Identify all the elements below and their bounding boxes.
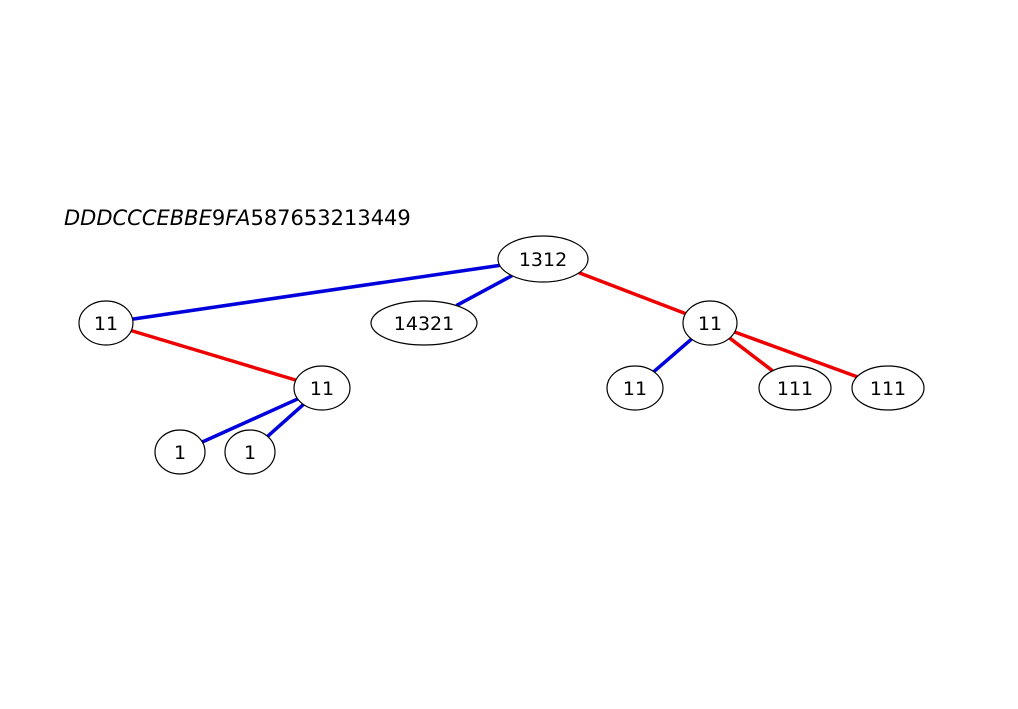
tree-node-root: 1312 — [497, 235, 589, 283]
edge-root-r — [578, 271, 687, 316]
tree-title-tail: 587653213449 — [250, 206, 410, 230]
edge-r-rl — [652, 337, 693, 374]
node-label: 11 — [94, 313, 118, 335]
edge-lr-lrl — [201, 397, 299, 444]
node-label: 11 — [310, 378, 334, 400]
node-ellipse — [851, 365, 925, 411]
node-label: 1312 — [519, 249, 567, 271]
node-label: 11 — [698, 313, 722, 335]
tree-node-m: 14321 — [370, 300, 478, 346]
tree-node-lrr: 1 — [224, 429, 276, 475]
node-ellipse — [370, 300, 478, 346]
tree-node-rl: 11 — [606, 365, 664, 411]
edge-root-m — [455, 274, 513, 308]
tree-node-lrl: 1 — [154, 429, 206, 475]
node-label: 11 — [623, 378, 647, 400]
node-label: 1 — [244, 442, 256, 464]
edge-r-rm — [728, 336, 774, 373]
node-ellipse — [154, 429, 206, 475]
tree-title-italic2: FA — [225, 206, 250, 230]
tree-title-mid: 9 — [212, 206, 225, 230]
tree-node-r: 11 — [682, 300, 738, 346]
node-ellipse — [293, 365, 351, 411]
node-ellipse — [78, 300, 134, 346]
tree-title: DDDCCCEBBE9FA587653213449 — [64, 206, 411, 230]
node-ellipse — [497, 235, 589, 283]
tree-title-italic: DDDCCCEBBE — [64, 206, 213, 230]
edge-lr-lrr — [266, 403, 305, 438]
tree-node-rm: 111 — [758, 365, 832, 411]
edge-r-rr — [734, 330, 858, 379]
tree-node-l: 11 — [78, 300, 134, 346]
edges-layer — [130, 263, 858, 444]
node-ellipse — [224, 429, 276, 475]
edge-l-lr — [130, 328, 297, 382]
node-ellipse — [682, 300, 738, 346]
edge-root-l — [132, 263, 500, 321]
node-label: 111 — [777, 378, 813, 400]
node-label: 111 — [870, 378, 906, 400]
tree-node-lr: 11 — [293, 365, 351, 411]
tree-node-rr: 111 — [851, 365, 925, 411]
node-label: 1 — [174, 442, 186, 464]
node-label: 14321 — [394, 313, 454, 335]
node-ellipse — [758, 365, 832, 411]
node-ellipse — [606, 365, 664, 411]
